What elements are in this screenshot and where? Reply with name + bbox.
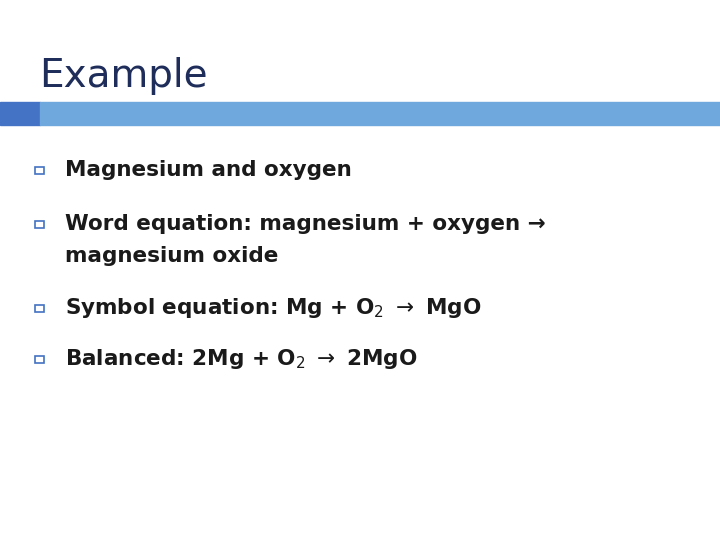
- Bar: [35, 356, 45, 363]
- Text: magnesium oxide: magnesium oxide: [65, 246, 278, 267]
- Bar: [40, 102, 720, 125]
- Text: Example: Example: [40, 57, 208, 94]
- Text: Symbol equation: Mg + O$_2$ $\rightarrow$ MgO: Symbol equation: Mg + O$_2$ $\rightarrow…: [65, 296, 481, 320]
- Text: Balanced: 2Mg + O$_2$ $\rightarrow$ 2MgO: Balanced: 2Mg + O$_2$ $\rightarrow$ 2MgO: [65, 347, 418, 371]
- Bar: [0, 102, 40, 125]
- Bar: [35, 167, 45, 174]
- Text: Word equation: magnesium + oxygen →: Word equation: magnesium + oxygen →: [65, 214, 546, 234]
- Text: Magnesium and oxygen: Magnesium and oxygen: [65, 160, 351, 180]
- Bar: [35, 221, 45, 228]
- Bar: [35, 305, 45, 312]
